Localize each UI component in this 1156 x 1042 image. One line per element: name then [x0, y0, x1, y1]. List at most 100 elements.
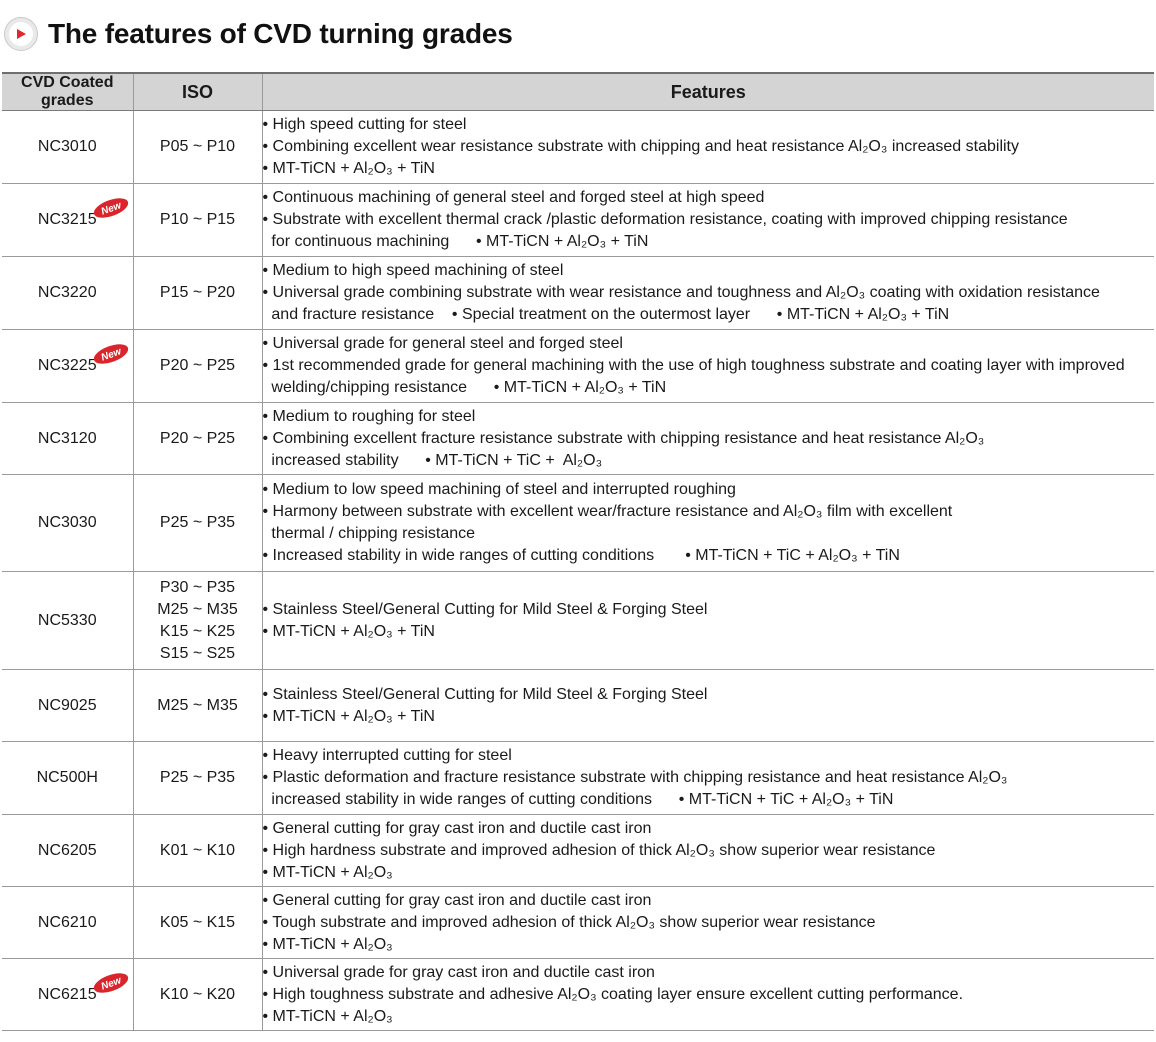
- iso-range: P25 ~ P35: [159, 769, 236, 786]
- grade-cell: NC9025: [2, 669, 133, 742]
- grade-cell: NC5330: [2, 571, 133, 670]
- grade-name: NC3225: [37, 357, 97, 374]
- feature-line: thermal / chipping resistance: [262, 525, 476, 542]
- iso-cell: K10 ~ K20: [132, 958, 262, 1031]
- grade-wrap: NC9025: [38, 697, 97, 715]
- feature-line: • Tough substrate and improved adhesion …: [262, 913, 876, 931]
- features-cell: • Medium to roughing for steel • Combinin…: [261, 402, 1154, 475]
- new-badge-icon: New: [93, 198, 128, 218]
- grade-cell: NC3120: [2, 402, 133, 475]
- table-row: NC6210 K05 ~ K15 • General cutting for gra…: [2, 886, 1154, 959]
- feature-line: • High hardness substrate and improved a…: [262, 841, 936, 859]
- feature-line: • Combining excellent fracture resistanc…: [262, 429, 985, 447]
- grade-wrap: NC3220: [38, 284, 97, 302]
- feature-line: • MT-TiCN + Al₂O₃ + TiN: [262, 160, 435, 177]
- grade-name: NC6210: [37, 913, 97, 931]
- feature-line: • Stainless Steel/General Cutting for Mi…: [262, 685, 708, 703]
- features-cell: • Medium to high speed machining of stee…: [261, 256, 1154, 330]
- grade-wrap: NC6205: [38, 842, 97, 860]
- feature-line: • Medium to roughing for steel: [262, 407, 476, 425]
- table-row: NC5330 P30 ~ P35 M25 ~ M35 K15 ~ K25 S15 ~ S…: [2, 571, 1154, 670]
- table-row: NC500H P25 ~ P35 • Heavy interrupted cutti…: [2, 741, 1154, 815]
- features-cell: • Continuous machining of general steel …: [261, 183, 1154, 257]
- iso-cell: P25 ~ P35: [132, 474, 262, 572]
- feature-line: • High toughness substrate and adhesive …: [262, 985, 964, 1003]
- grade-wrap: NC6215 New: [37, 972, 128, 1004]
- grade-name: NC3030: [37, 514, 97, 531]
- table-row: NC3220 P15 ~ P20 • Medium to high speed ma…: [2, 256, 1154, 330]
- grade-cell: NC3030: [2, 474, 133, 572]
- iso-range: P30 ~ P35: [159, 578, 236, 596]
- feature-line: • 1st recommended grade for general mach…: [262, 357, 1125, 374]
- grades-table: CVD Coated grades ISO Features NC3010 P05…: [2, 72, 1154, 1031]
- grade-wrap: NC3010: [38, 138, 97, 156]
- iso-cell: P25 ~ P35: [132, 741, 262, 815]
- feature-line: increased stability in wide ranges of cu…: [262, 791, 894, 808]
- grade-cell: NC3225 New: [2, 329, 133, 403]
- iso-cell: P10 ~ P15: [132, 183, 262, 257]
- grade-name: NC3010: [37, 138, 97, 155]
- table-header-row: CVD Coated grades ISO Features: [2, 72, 1154, 111]
- table-row: NC6205 K01 ~ K10 • General cutting for gra…: [2, 814, 1154, 887]
- feature-line: • Stainless Steel/General Cutting for Mi…: [262, 600, 708, 618]
- play-icon: [4, 17, 38, 51]
- feature-line: • General cutting for gray cast iron and…: [262, 819, 652, 837]
- iso-range: M25 ~ M35: [157, 600, 238, 618]
- grade-name: NC6205: [37, 841, 97, 859]
- feature-line: • High speed cutting for steel: [262, 116, 467, 133]
- grade-name: NC500H: [36, 769, 98, 786]
- grade-name: NC3220: [37, 284, 97, 301]
- header-iso: ISO: [132, 72, 262, 111]
- feature-line: • MT-TiCN + Al₂O₃: [262, 1007, 393, 1025]
- features-cell: • Stainless Steel/General Cutting for Mi…: [261, 571, 1154, 670]
- grade-wrap: NC3120: [38, 430, 97, 448]
- feature-line: • MT-TiCN + Al₂O₃: [262, 935, 393, 953]
- grade-wrap: NC5330: [38, 612, 97, 630]
- feature-line: • Heavy interrupted cutting for steel: [262, 747, 512, 764]
- iso-range: P15 ~ P20: [159, 284, 236, 301]
- grade-name: NC9025: [37, 696, 97, 714]
- grade-cell: NC6210: [2, 886, 133, 959]
- feature-line: increased stability • MT-TiCN + TiC + Al…: [262, 451, 603, 469]
- feature-line: • MT-TiCN + Al₂O₃ + TiN: [262, 622, 435, 640]
- features-cell: • Medium to low speed machining of steel…: [261, 474, 1154, 572]
- iso-range: K15 ~ K25: [159, 622, 236, 640]
- iso-cell: P20 ~ P25: [132, 402, 262, 475]
- iso-range: P20 ~ P25: [159, 429, 236, 447]
- grade-cell: NC6205: [2, 814, 133, 887]
- feature-line: • Combining excellent wear resistance su…: [262, 138, 1020, 155]
- page-title-bar: The features of CVD turning grades: [4, 14, 513, 54]
- iso-range: P25 ~ P35: [159, 514, 236, 531]
- new-badge-icon: New: [93, 344, 128, 364]
- iso-cell: P15 ~ P20: [132, 256, 262, 330]
- grade-cell: NC500H: [2, 741, 133, 815]
- iso-cell: P30 ~ P35 M25 ~ M35 K15 ~ K25 S15 ~ S25: [132, 571, 262, 670]
- grade-cell: NC3010: [2, 110, 133, 184]
- grade-name: NC6215: [37, 985, 97, 1003]
- features-cell: • Universal grade for gray cast iron and…: [261, 958, 1154, 1031]
- feature-line: • Harmony between substrate with excelle…: [262, 503, 953, 520]
- table-row: NC3215 New P10 ~ P15 • Continuous machining…: [2, 183, 1154, 257]
- grade-wrap: NC3225 New: [37, 344, 128, 375]
- grade-cell: NC3215 New: [2, 183, 133, 257]
- feature-line: • Universal grade combining substrate wi…: [262, 284, 1100, 301]
- iso-range: K10 ~ K20: [159, 985, 236, 1003]
- features-cell: • General cutting for gray cast iron and…: [261, 886, 1154, 959]
- features-cell: • General cutting for gray cast iron and…: [261, 814, 1154, 887]
- feature-line: and fracture resistance • Special treatm…: [262, 306, 950, 323]
- iso-cell: K05 ~ K15: [132, 886, 262, 959]
- iso-range: M25 ~ M35: [157, 696, 238, 714]
- features-cell: • Heavy interrupted cutting for steel • P…: [261, 741, 1154, 815]
- iso-cell: K01 ~ K10: [132, 814, 262, 887]
- grade-wrap: NC6210: [38, 914, 97, 932]
- iso-range: S15 ~ S25: [159, 644, 236, 662]
- table-row: NC3030 P25 ~ P35 • Medium to low speed mac…: [2, 474, 1154, 572]
- feature-line: for continuous machining • MT-TiCN + Al₂…: [262, 233, 649, 250]
- feature-line: • MT-TiCN + Al₂O₃: [262, 863, 393, 881]
- grade-name: NC5330: [37, 611, 97, 629]
- feature-line: • MT-TiCN + Al₂O₃ + TiN: [262, 707, 435, 725]
- feature-line: • Increased stability in wide ranges of …: [262, 547, 900, 564]
- features-cell: • Stainless Steel/General Cutting for Mi…: [261, 669, 1154, 742]
- feature-line: • General cutting for gray cast iron and…: [262, 891, 652, 909]
- iso-range: P05 ~ P10: [159, 138, 236, 155]
